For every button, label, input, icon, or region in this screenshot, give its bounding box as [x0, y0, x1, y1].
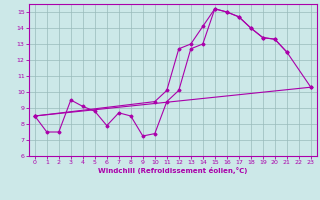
X-axis label: Windchill (Refroidissement éolien,°C): Windchill (Refroidissement éolien,°C) — [98, 167, 247, 174]
